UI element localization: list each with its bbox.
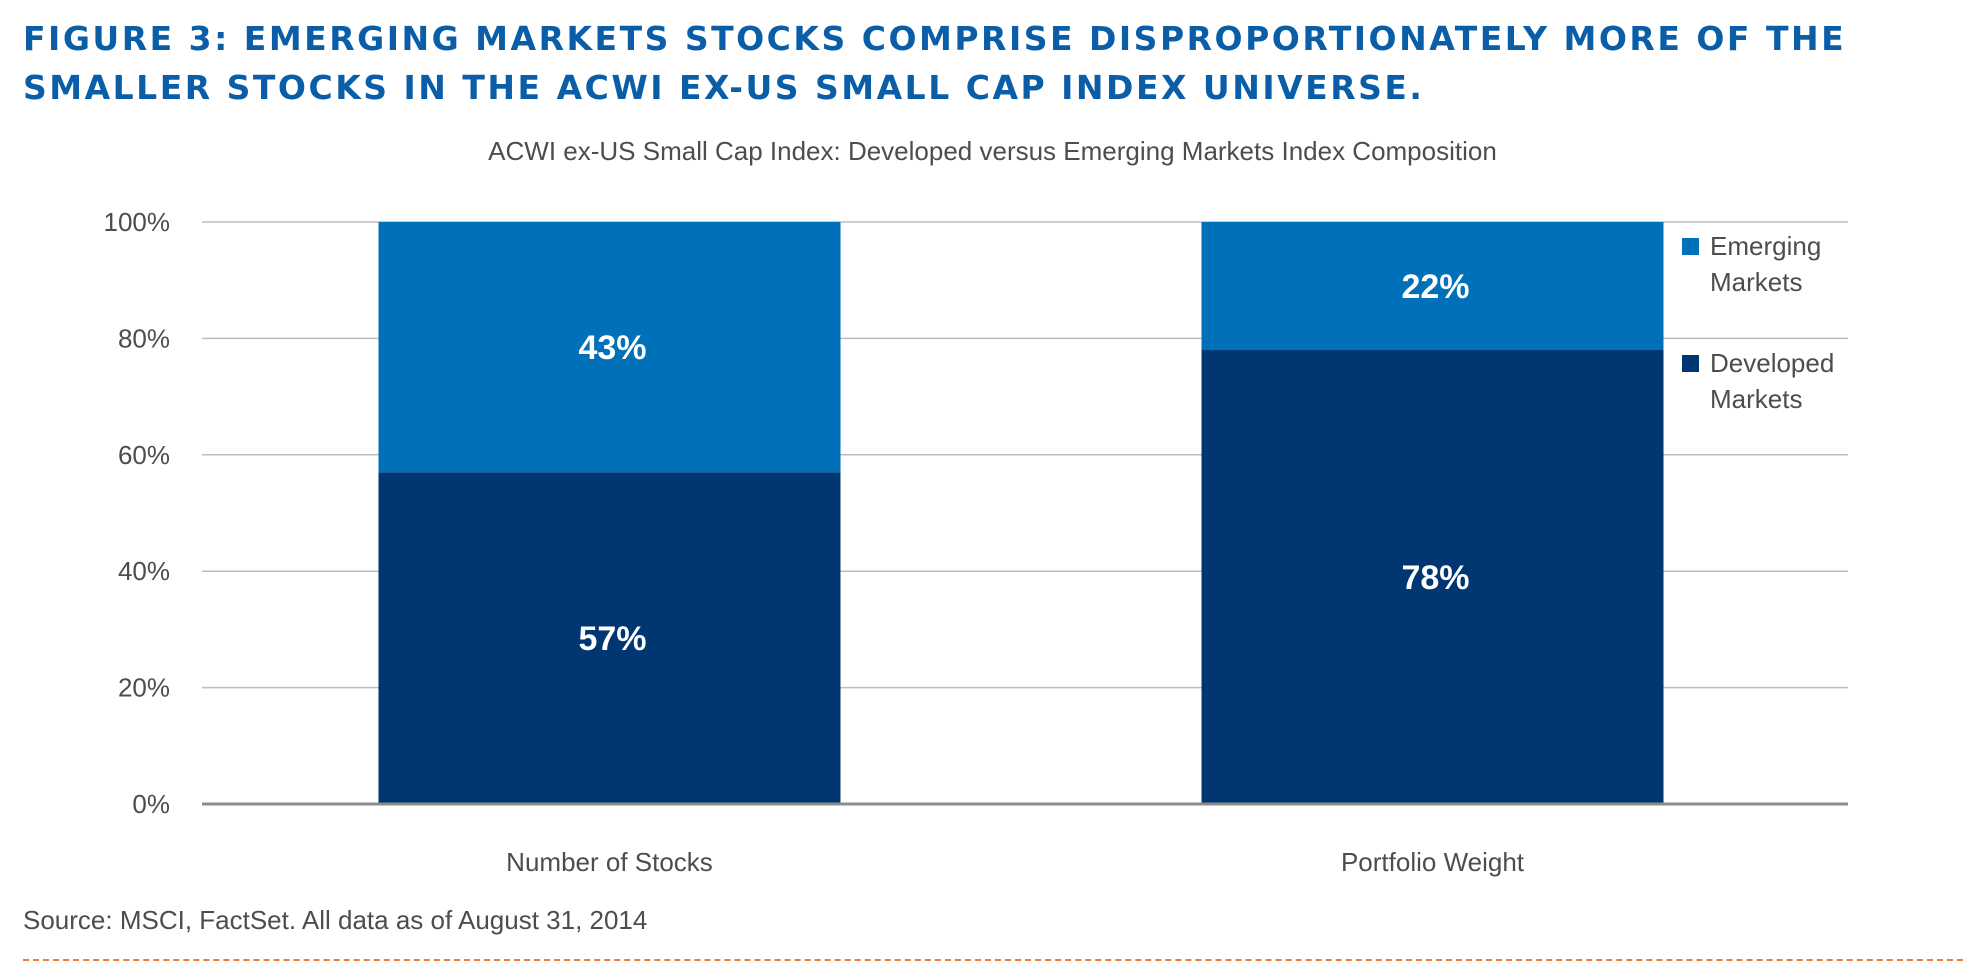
legend-label: Emerging xyxy=(1710,231,1821,261)
bar-segment xyxy=(378,222,841,473)
stacked-bar-chart: 57% 43% 78% 22% 0% 20% 40% 60% 80% 100% Number of… xyxy=(104,207,1848,877)
y-tick-label: 80% xyxy=(118,323,170,353)
data-label: 22% xyxy=(1401,268,1469,306)
bar-segment xyxy=(1201,350,1664,804)
data-label: 57% xyxy=(578,620,646,658)
legend-label: Developed xyxy=(1710,348,1834,378)
y-tick-label: 100% xyxy=(104,207,171,237)
y-tick-label: 0% xyxy=(132,789,170,819)
data-label: 43% xyxy=(578,329,646,367)
figure-title: FIGURE 3: EMERGING MARKETS STOCKS COMPRI… xyxy=(23,19,1847,107)
source-note: Source: MSCI, FactSet. All data as of Au… xyxy=(23,905,648,935)
legend-swatch xyxy=(1682,238,1699,255)
chart-subtitle: ACWI ex-US Small Cap Index: Developed ve… xyxy=(488,136,1497,166)
legend: Emerging Markets Developed Markets xyxy=(1682,231,1834,414)
axes: 0% 20% 40% 60% 80% 100% Number of Stocks Portfo… xyxy=(104,207,1848,877)
x-tick-label: Portfolio Weight xyxy=(1341,847,1525,877)
legend-label: Markets xyxy=(1710,384,1802,414)
footer-divider xyxy=(23,959,1963,961)
bar-segment xyxy=(378,472,841,804)
data-label: 78% xyxy=(1401,559,1469,597)
y-tick-label: 20% xyxy=(118,673,170,703)
x-tick-label: Number of Stocks xyxy=(506,847,713,877)
bars: 57% 43% 78% 22% xyxy=(378,222,1664,804)
legend-label: Markets xyxy=(1710,267,1802,297)
legend-swatch xyxy=(1682,355,1699,372)
bar-segment xyxy=(1201,222,1664,351)
y-tick-label: 40% xyxy=(118,556,170,586)
y-tick-label: 60% xyxy=(118,440,170,470)
